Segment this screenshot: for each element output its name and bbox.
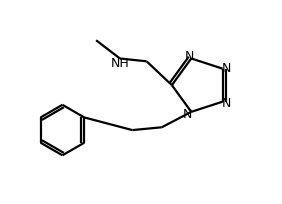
Text: N: N (183, 108, 193, 121)
Text: NH: NH (111, 57, 130, 70)
Text: N: N (184, 50, 194, 63)
Text: N: N (222, 62, 232, 75)
Text: N: N (222, 96, 232, 110)
